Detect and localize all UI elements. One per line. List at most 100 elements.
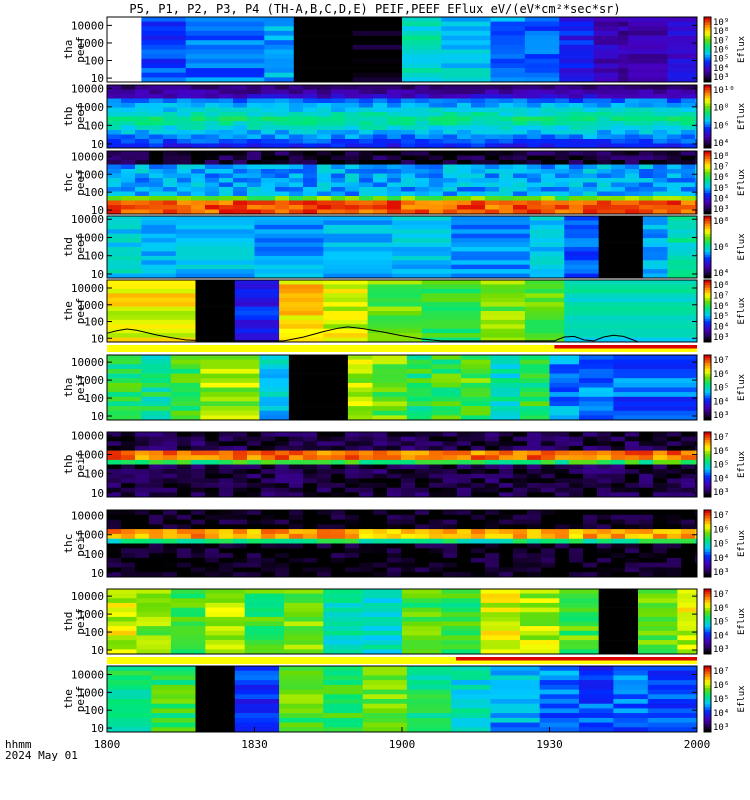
spectrogram-cell xyxy=(219,187,234,192)
spectrogram-cell xyxy=(233,543,248,549)
spectrogram-cell xyxy=(524,324,565,330)
spectrogram-cell xyxy=(677,626,698,632)
spectrogram-cell xyxy=(185,68,265,74)
spectrogram-cell xyxy=(107,612,137,618)
spectrogram-cell xyxy=(695,492,698,498)
spectrogram-cell xyxy=(695,441,698,447)
spectrogram-cell xyxy=(579,392,614,398)
panel-label: peef xyxy=(74,169,87,196)
spectrogram-cell xyxy=(559,21,595,27)
spectrogram-cell xyxy=(653,487,668,493)
spectrogram-cell xyxy=(317,455,332,461)
spectrogram-cell xyxy=(317,492,332,498)
spectrogram-cell xyxy=(667,233,698,239)
spectrogram-cell xyxy=(415,557,430,564)
colorbar-swatch xyxy=(704,417,711,421)
spectrogram-cell xyxy=(373,572,388,578)
spectrogram-cell xyxy=(359,557,374,564)
spectrogram-cell xyxy=(555,436,570,442)
colorbar-swatch xyxy=(704,464,711,468)
spectrogram-cell xyxy=(485,85,500,90)
spectrogram-cell xyxy=(443,519,458,525)
spectrogram-cell xyxy=(219,548,234,554)
spectrogram-cell xyxy=(387,510,402,516)
spectrogram-cell xyxy=(135,187,150,192)
spectrogram-cell xyxy=(555,187,570,192)
spectrogram-cell xyxy=(359,538,374,544)
spectrogram-cell xyxy=(233,160,248,165)
spectrogram-cell xyxy=(191,134,206,140)
spectrogram-cell xyxy=(170,401,201,407)
spectrogram-cell xyxy=(259,401,290,407)
spectrogram-cell xyxy=(499,538,514,544)
spectrogram-cell xyxy=(289,533,304,540)
spectrogram-cell xyxy=(639,85,654,90)
spectrogram-cell xyxy=(638,616,678,622)
colorbar-swatch xyxy=(704,151,711,154)
spectrogram-cell xyxy=(513,130,528,135)
spectrogram-cell xyxy=(177,487,192,493)
colorbar-swatch xyxy=(704,459,711,463)
colorbar-tick-label: 10⁶ xyxy=(713,46,729,56)
spectrogram-cell xyxy=(175,273,255,279)
spectrogram-cell xyxy=(485,567,500,573)
spectrogram-cell xyxy=(480,288,526,294)
spectrogram-cell xyxy=(401,94,416,99)
spectrogram-cell xyxy=(135,134,150,140)
spectrogram-cell xyxy=(520,355,550,360)
spectrogram-cell xyxy=(318,364,349,370)
colorbar-label: Eflux xyxy=(737,168,747,196)
spectrogram-cell xyxy=(135,160,150,165)
spectrogram-cell xyxy=(387,464,402,470)
spectrogram-cell xyxy=(564,242,600,248)
spectrogram-cell xyxy=(317,196,332,201)
spectrogram-cell xyxy=(362,630,403,636)
spectrogram-cell xyxy=(234,302,280,307)
spectrogram-cell xyxy=(303,151,318,156)
spectrogram-cell xyxy=(667,173,682,179)
spectrogram-cell xyxy=(611,98,626,104)
spectrogram-cell xyxy=(485,562,500,568)
spectrogram-cell xyxy=(373,455,388,461)
spectrogram-cell xyxy=(527,85,542,90)
spectrogram-cell xyxy=(219,169,234,174)
spectrogram-cell xyxy=(520,644,560,650)
spectrogram-cell xyxy=(485,187,500,192)
spectrogram-cell xyxy=(347,410,373,416)
spectrogram-cell xyxy=(151,680,196,686)
spectrogram-cell xyxy=(611,524,626,530)
spectrogram-cell xyxy=(625,450,640,456)
spectrogram-cell xyxy=(628,63,668,69)
spectrogram-cell xyxy=(279,333,324,338)
spectrogram-cell xyxy=(490,77,526,83)
spectrogram-cell xyxy=(579,699,614,705)
spectrogram-cell xyxy=(569,450,584,456)
spectrogram-cell xyxy=(387,187,402,192)
spectrogram-cell xyxy=(191,143,206,149)
spectrogram-cell xyxy=(406,392,432,398)
spectrogram-cell xyxy=(331,478,346,484)
spectrogram-cell xyxy=(628,30,668,36)
spectrogram-cell xyxy=(107,387,142,393)
spectrogram-cell xyxy=(362,666,408,672)
colorbar-tick-label: 10⁴ xyxy=(713,323,729,333)
spectrogram-cell xyxy=(499,134,514,140)
spectrogram-cell xyxy=(564,273,600,279)
spectrogram-cell xyxy=(593,17,619,22)
spectrogram-cell xyxy=(347,396,373,402)
spectrogram-cell xyxy=(569,89,584,95)
colorbar-swatch xyxy=(704,475,711,479)
spectrogram-cell xyxy=(191,450,206,456)
spectrogram-cell xyxy=(485,543,500,549)
spectrogram-cell xyxy=(559,626,599,632)
spectrogram-cell xyxy=(331,121,346,126)
spectrogram-cell xyxy=(205,130,220,135)
spectrogram-cell xyxy=(191,567,206,573)
spectrogram-cell xyxy=(524,35,560,41)
spectrogram-cell xyxy=(401,445,416,451)
spectrogram-cell xyxy=(345,160,360,165)
spectrogram-cell xyxy=(541,483,556,489)
spectrogram-cell xyxy=(569,98,584,104)
spectrogram-cell xyxy=(431,368,462,374)
spectrogram-cell xyxy=(564,251,600,257)
